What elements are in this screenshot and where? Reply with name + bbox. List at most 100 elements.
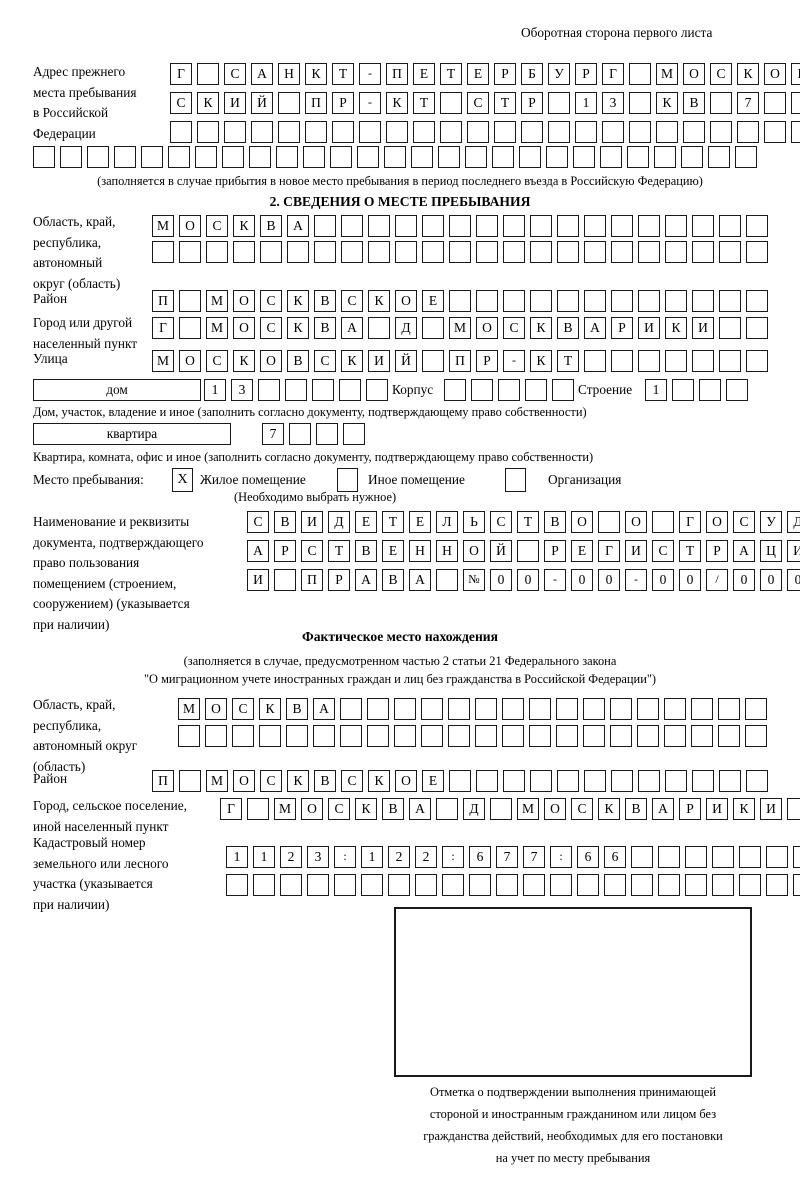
char-cell[interactable]: Б [521,63,543,85]
char-cell[interactable] [287,241,309,263]
char-cell[interactable] [361,874,383,896]
char-cell[interactable]: С [490,511,512,533]
char-cell[interactable]: С [247,511,269,533]
char-cell[interactable]: И [247,569,269,591]
char-cell[interactable] [413,121,435,143]
char-cell[interactable]: С [206,350,228,372]
char-cell[interactable]: 2 [415,846,437,868]
char-cell[interactable]: Д [395,317,417,339]
char-cell[interactable]: К [341,350,363,372]
char-cell[interactable] [179,290,201,312]
char-cell[interactable]: : [334,846,356,868]
previous-address-row-4[interactable] [33,146,757,168]
char-cell[interactable] [502,725,524,747]
char-cell[interactable]: М [206,770,228,792]
char-cell[interactable] [683,121,705,143]
char-cell[interactable]: Е [571,540,593,562]
char-cell[interactable] [226,874,248,896]
char-cell[interactable] [496,874,518,896]
char-cell[interactable]: А [652,798,674,820]
char-cell[interactable] [334,874,356,896]
char-cell[interactable] [247,798,269,820]
char-cell[interactable] [629,121,651,143]
char-cell[interactable]: И [638,317,660,339]
char-cell[interactable] [638,770,660,792]
char-cell[interactable]: В [274,511,296,533]
char-cell[interactable] [556,698,578,720]
char-cell[interactable]: 0 [571,569,593,591]
char-cell[interactable] [692,290,714,312]
char-cell[interactable]: М [517,798,539,820]
char-cell[interactable] [557,290,579,312]
char-cell[interactable]: Р [328,569,350,591]
char-cell[interactable] [368,215,390,237]
char-cell[interactable]: Й [395,350,417,372]
char-cell[interactable] [519,146,541,168]
char-cell[interactable] [584,215,606,237]
char-cell[interactable]: Л [436,511,458,533]
char-cell[interactable]: М [178,698,200,720]
char-cell[interactable]: С [224,63,246,85]
char-cell[interactable]: О [683,63,705,85]
char-cell[interactable]: О [544,798,566,820]
char-cell[interactable] [314,241,336,263]
char-cell[interactable] [656,121,678,143]
char-cell[interactable] [368,317,390,339]
char-cell[interactable] [764,121,786,143]
char-cell[interactable] [305,121,327,143]
char-cell[interactable]: 3 [307,846,329,868]
char-cell[interactable]: А [733,540,755,562]
char-cell[interactable]: И [224,92,246,114]
char-cell[interactable] [745,725,767,747]
char-cell[interactable]: 0 [760,569,782,591]
char-cell[interactable] [289,423,311,445]
previous-address-row-3[interactable] [170,121,800,143]
char-cell[interactable]: С [314,350,336,372]
char-cell[interactable] [503,770,525,792]
char-cell[interactable] [699,379,721,401]
char-cell[interactable]: 3 [602,92,624,114]
char-cell[interactable] [274,569,296,591]
char-cell[interactable] [316,423,338,445]
char-cell[interactable]: Г [220,798,242,820]
char-cell[interactable]: И [760,798,782,820]
char-cell[interactable]: Т [494,92,516,114]
char-cell[interactable] [448,725,470,747]
char-cell[interactable] [719,770,741,792]
char-cell[interactable] [502,698,524,720]
char-cell[interactable]: К [368,770,390,792]
char-cell[interactable] [654,146,676,168]
char-cell[interactable]: В [287,350,309,372]
char-cell[interactable]: М [152,215,174,237]
char-cell[interactable]: К [287,290,309,312]
char-cell[interactable] [395,215,417,237]
char-cell[interactable] [476,215,498,237]
char-cell[interactable] [179,241,201,263]
char-cell[interactable] [719,350,741,372]
char-cell[interactable] [665,770,687,792]
char-cell[interactable] [438,146,460,168]
char-cell[interactable] [629,92,651,114]
char-cell[interactable] [195,146,217,168]
char-cell[interactable] [791,121,800,143]
char-cell[interactable]: В [791,63,800,85]
char-cell[interactable] [258,379,280,401]
char-cell[interactable]: - [544,569,566,591]
char-cell[interactable]: Т [332,63,354,85]
char-cell[interactable]: О [395,770,417,792]
char-cell[interactable] [465,146,487,168]
char-cell[interactable] [197,63,219,85]
char-cell[interactable]: С [571,798,593,820]
char-cell[interactable] [638,350,660,372]
char-cell[interactable]: Р [575,63,597,85]
char-cell[interactable] [498,379,520,401]
char-cell[interactable] [719,317,741,339]
char-cell[interactable] [766,874,788,896]
char-cell[interactable] [710,92,732,114]
char-cell[interactable] [233,241,255,263]
char-cell[interactable] [685,874,707,896]
char-cell[interactable]: С [206,215,228,237]
